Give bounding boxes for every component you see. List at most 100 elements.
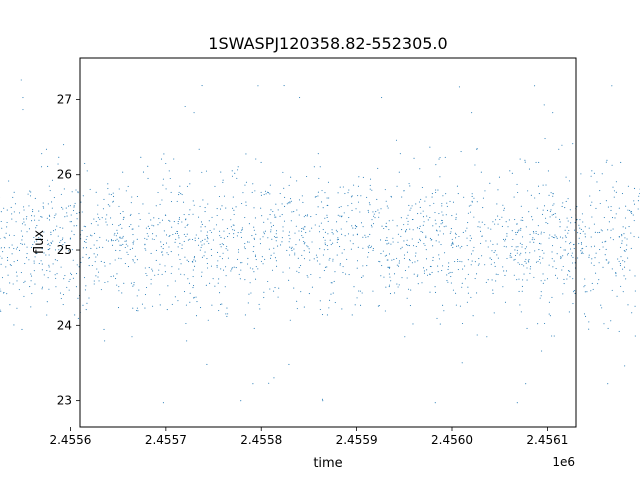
data-point bbox=[445, 193, 446, 194]
data-point bbox=[458, 245, 459, 246]
data-point bbox=[72, 191, 73, 192]
data-point bbox=[248, 294, 249, 295]
data-point bbox=[533, 277, 534, 278]
data-point bbox=[455, 233, 456, 234]
data-point bbox=[463, 197, 464, 198]
data-point bbox=[230, 270, 231, 271]
data-point bbox=[270, 258, 271, 259]
data-point bbox=[385, 255, 386, 256]
data-point bbox=[90, 248, 91, 249]
data-point bbox=[133, 284, 134, 285]
data-point bbox=[529, 242, 530, 243]
data-point bbox=[424, 201, 425, 202]
data-point bbox=[201, 221, 202, 222]
data-point bbox=[594, 246, 595, 247]
data-point bbox=[540, 298, 541, 299]
data-point bbox=[303, 229, 304, 230]
data-point bbox=[504, 275, 505, 276]
data-point bbox=[372, 291, 373, 292]
data-point bbox=[164, 265, 165, 266]
data-point bbox=[619, 331, 620, 332]
data-point bbox=[217, 260, 218, 261]
data-point bbox=[423, 211, 424, 212]
data-point bbox=[118, 290, 119, 291]
data-point bbox=[520, 253, 521, 254]
data-point bbox=[103, 199, 104, 200]
data-point bbox=[516, 246, 517, 247]
data-point bbox=[74, 234, 75, 235]
data-point bbox=[337, 242, 338, 243]
data-point bbox=[174, 221, 175, 222]
data-point bbox=[220, 244, 221, 245]
data-point bbox=[194, 205, 195, 206]
data-point bbox=[184, 257, 185, 258]
data-point bbox=[296, 180, 297, 181]
data-point bbox=[461, 246, 462, 247]
data-point bbox=[358, 247, 359, 248]
data-point bbox=[265, 231, 266, 232]
data-point bbox=[337, 239, 338, 240]
data-point bbox=[447, 206, 448, 207]
data-point bbox=[429, 292, 430, 293]
data-point bbox=[483, 198, 484, 199]
data-point bbox=[591, 236, 592, 237]
data-point bbox=[273, 253, 274, 254]
data-point bbox=[62, 238, 63, 239]
data-point bbox=[504, 240, 505, 241]
data-point bbox=[160, 304, 161, 305]
data-point bbox=[340, 187, 341, 188]
data-point bbox=[34, 261, 35, 262]
data-point bbox=[572, 303, 573, 304]
data-point bbox=[330, 240, 331, 241]
data-point bbox=[441, 270, 442, 271]
data-point bbox=[31, 293, 32, 294]
data-point bbox=[378, 261, 379, 262]
data-point bbox=[631, 248, 632, 249]
data-point bbox=[440, 157, 441, 158]
data-point bbox=[6, 226, 7, 227]
data-point bbox=[179, 186, 180, 187]
data-point bbox=[184, 234, 185, 235]
data-point bbox=[137, 295, 138, 296]
data-point bbox=[166, 243, 167, 244]
scatter-points bbox=[0, 77, 640, 407]
data-point bbox=[82, 211, 83, 212]
data-point bbox=[616, 213, 617, 214]
data-point bbox=[515, 255, 516, 256]
data-point bbox=[398, 266, 399, 267]
data-point bbox=[78, 192, 79, 193]
data-point bbox=[630, 233, 631, 234]
data-point bbox=[436, 240, 437, 241]
data-point bbox=[620, 286, 621, 287]
data-point bbox=[451, 228, 452, 229]
data-point bbox=[1, 264, 2, 265]
data-point bbox=[163, 179, 164, 180]
data-point bbox=[456, 246, 457, 247]
data-point bbox=[591, 216, 592, 217]
data-point bbox=[233, 237, 234, 238]
data-point bbox=[219, 235, 220, 236]
data-point bbox=[428, 219, 429, 220]
data-point bbox=[88, 298, 89, 299]
data-point bbox=[332, 259, 333, 260]
data-point bbox=[582, 213, 583, 214]
data-point bbox=[484, 264, 485, 265]
data-point bbox=[122, 237, 123, 238]
data-point bbox=[132, 248, 133, 249]
data-point bbox=[569, 180, 570, 181]
data-point bbox=[450, 272, 451, 273]
data-point bbox=[520, 230, 521, 231]
data-point bbox=[117, 233, 118, 234]
data-point bbox=[185, 236, 186, 237]
data-point bbox=[574, 248, 575, 249]
data-point bbox=[399, 284, 400, 285]
data-point bbox=[336, 221, 337, 222]
data-point bbox=[362, 248, 363, 249]
data-point bbox=[6, 293, 7, 294]
data-point bbox=[580, 250, 581, 251]
data-point bbox=[506, 258, 507, 259]
data-point bbox=[255, 256, 256, 257]
data-point bbox=[83, 195, 84, 196]
data-point bbox=[488, 228, 489, 229]
data-point bbox=[16, 221, 17, 222]
